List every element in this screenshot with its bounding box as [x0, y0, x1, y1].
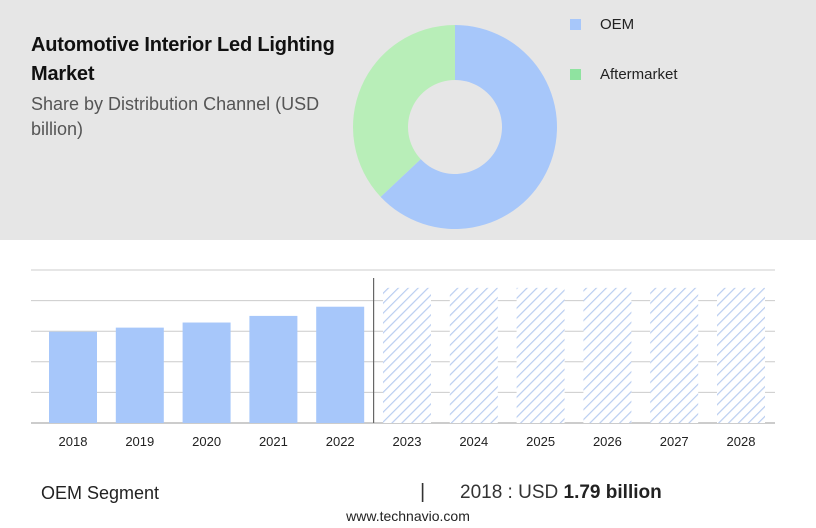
donut-slice-aftermarket — [352, 25, 455, 197]
forecast-bar-2023 — [383, 287, 431, 423]
donut-slice-oem — [380, 25, 557, 229]
x-tick-label-2018: 2018 — [59, 434, 88, 449]
legend-item-aftermarket: Aftermarket — [570, 64, 678, 84]
chart-title: Automotive Interior Led Lighting Market — [31, 34, 335, 85]
legend-swatch-oem — [570, 18, 581, 30]
forecast-bar-2026 — [583, 287, 632, 423]
bar-2021 — [249, 315, 298, 423]
x-tick-label-2028: 2028 — [727, 434, 756, 449]
chart-subtitle: Share by Distribution Channel (USD billi… — [31, 94, 320, 139]
bar-2022 — [316, 306, 365, 423]
x-tick-label-2024: 2024 — [459, 434, 488, 449]
legend-item-oem: OEM — [570, 14, 634, 34]
footer-divider: | — [420, 481, 426, 503]
x-tick-label-2027: 2027 — [660, 434, 689, 449]
x-tick-label-2019: 2019 — [125, 434, 154, 449]
footer-value-prefix: 2018 : USD — [460, 482, 559, 503]
bar-2020 — [182, 322, 231, 423]
legend-label-aftermarket: Aftermarket — [600, 65, 678, 83]
legend-swatch-aftermarket — [570, 68, 581, 80]
forecast-bar-2027 — [650, 287, 699, 423]
legend-label-oem: OEM — [600, 15, 635, 33]
footer-value-bold: 1.79 billion — [563, 482, 662, 503]
x-tick-label-2022: 2022 — [326, 434, 355, 449]
bar-2018 — [49, 331, 97, 423]
bar-chart: 2018 2019 2020 2021 2022 2023 2024 2025 2026 2027… — [31, 269, 775, 449]
forecast-bar-2025 — [516, 287, 565, 423]
x-tick-label-2026: 2026 — [593, 434, 622, 449]
bar-2019 — [115, 327, 164, 423]
donut-chart — [352, 25, 557, 229]
footer-value: 2018 : USD 1.79 billion — [460, 482, 662, 504]
x-tick-label-2020: 2020 — [192, 434, 221, 449]
forecast-bar-2024 — [449, 287, 498, 423]
footer-segment: OEM Segment — [41, 483, 160, 503]
x-tick-label-2025: 2025 — [526, 434, 555, 449]
x-tick-label-2023: 2023 — [393, 434, 422, 449]
x-tick-label-2021: 2021 — [259, 434, 288, 449]
source-link[interactable]: www.technavio.com — [346, 508, 470, 524]
forecast-bar-2028 — [717, 287, 765, 423]
